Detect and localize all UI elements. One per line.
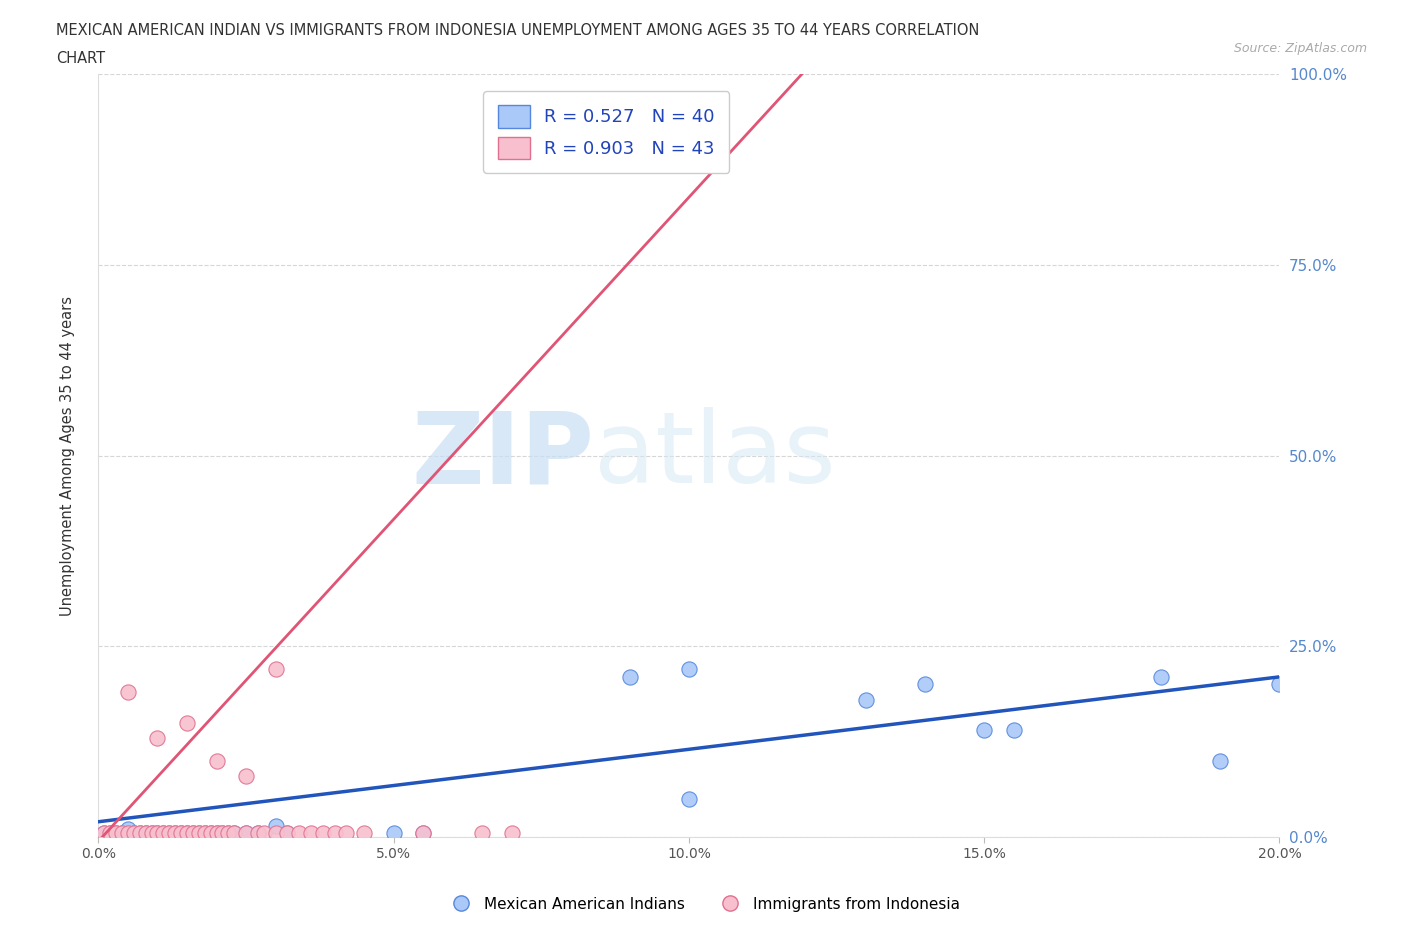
Point [194,826,217,841]
Point [98,826,121,841]
Point [187,826,209,841]
Point [855,692,877,707]
Legend: Mexican American Indians, Immigrants from Indonesia: Mexican American Indians, Immigrants fro… [440,891,966,918]
Point [235,826,257,841]
Point [181,826,204,841]
Point [194,826,217,841]
Point [152,826,174,841]
Point [176,715,198,730]
Point [117,826,139,841]
Point [264,826,287,841]
Point [264,818,287,833]
Point [117,684,139,699]
Point [165,826,187,841]
Point [288,826,311,841]
Y-axis label: Unemployment Among Ages 35 to 44 years: Unemployment Among Ages 35 to 44 years [60,296,75,616]
Point [412,826,434,841]
Point [471,826,494,841]
Point [211,826,233,841]
Point [205,826,228,841]
Point [170,826,193,841]
Point [98,826,121,841]
Point [205,753,228,768]
Point [170,826,193,841]
Point [353,826,375,841]
Point [146,826,169,841]
Point [211,826,233,841]
Point [157,826,180,841]
Point [187,826,209,841]
Point [122,826,145,841]
Point [176,826,198,841]
Point [135,826,157,841]
Point [152,826,174,841]
Point [117,822,139,837]
Point [264,662,287,677]
Point [276,826,298,841]
Point [1002,723,1025,737]
Point [246,826,269,841]
Text: ZIP: ZIP [412,407,595,504]
Point [276,826,298,841]
Point [200,826,222,841]
Point [678,791,700,806]
Point [181,826,204,841]
Text: atlas: atlas [595,407,837,504]
Point [253,826,276,841]
Point [501,826,523,841]
Point [224,826,246,841]
Point [217,826,239,841]
Point [914,677,936,692]
Point [93,826,115,841]
Point [412,826,434,841]
Point [141,826,163,841]
Point [678,662,700,677]
Point [165,826,187,841]
Point [200,826,222,841]
Point [312,826,335,841]
Text: CHART: CHART [56,51,105,66]
Point [235,826,257,841]
Point [246,826,269,841]
Point [323,826,346,841]
Point [217,826,239,841]
Point [1268,677,1291,692]
Point [128,826,150,841]
Point [117,826,139,841]
Text: Source: ZipAtlas.com: Source: ZipAtlas.com [1233,42,1367,55]
Point [176,826,198,841]
Point [157,826,180,841]
Text: MEXICAN AMERICAN INDIAN VS IMMIGRANTS FROM INDONESIA UNEMPLOYMENT AMONG AGES 35 : MEXICAN AMERICAN INDIAN VS IMMIGRANTS FR… [56,23,980,38]
Point [235,768,257,783]
Point [973,723,995,737]
Point [299,826,322,841]
Point [128,826,150,841]
Point [146,826,169,841]
Point [619,670,641,684]
Point [105,826,128,841]
Point [1150,670,1173,684]
Point [105,826,128,841]
Point [224,826,246,841]
Point [141,826,163,841]
Point [335,826,357,841]
Point [111,826,134,841]
Legend: R = 0.527   N = 40, R = 0.903   N = 43: R = 0.527 N = 40, R = 0.903 N = 43 [484,91,730,173]
Point [122,826,145,841]
Point [111,826,134,841]
Point [1209,753,1232,768]
Point [135,826,157,841]
Point [205,826,228,841]
Point [146,730,169,745]
Point [93,826,115,841]
Point [382,826,405,841]
